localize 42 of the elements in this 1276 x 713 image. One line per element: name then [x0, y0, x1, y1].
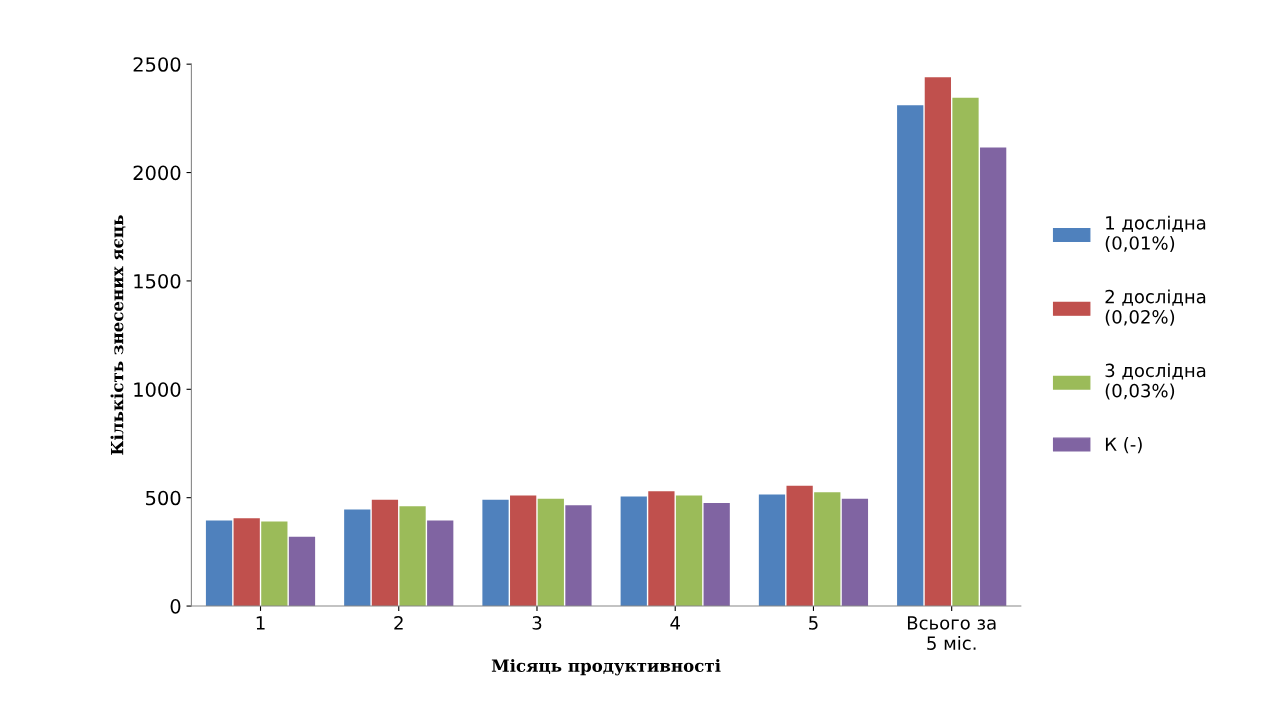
y-tick-label: 2500: [133, 57, 181, 72]
bar: [952, 97, 979, 607]
bar: [980, 147, 1007, 607]
bar: [565, 505, 592, 607]
bar: [399, 506, 426, 607]
x-tick-label: 1: [256, 616, 265, 630]
bar: [288, 536, 316, 607]
y-tick-label: 2000: [133, 165, 181, 181]
x-axis-title: Місяць продуктивності: [491, 659, 721, 676]
bar: [482, 499, 509, 607]
bar: [537, 498, 564, 607]
x-tick-label: Всього за 5 міс.: [907, 616, 996, 650]
y-axis-title: Кількість знесених яєць: [110, 215, 126, 455]
bar: [427, 520, 454, 607]
bar: [924, 77, 951, 607]
x-tick-label: 4: [670, 616, 680, 630]
y-tick-label: 500: [146, 490, 181, 506]
bar: [371, 499, 399, 607]
y-tick-label: 1000: [134, 382, 181, 397]
bar: [675, 495, 703, 607]
bar: [344, 509, 371, 607]
bar: [620, 496, 647, 607]
y-tick-label: 1500: [134, 273, 181, 289]
legend-label: 3 дослідна (0,03%): [1105, 363, 1206, 400]
bar: [758, 494, 786, 607]
legend-label: 2 дослідна (0,02%): [1105, 289, 1206, 326]
legend-label: К (-): [1105, 437, 1142, 454]
bar: [233, 518, 260, 607]
bar: [897, 105, 924, 607]
bar: [261, 521, 288, 607]
x-tick-label: 5: [809, 616, 818, 630]
bar: [648, 491, 675, 607]
x-tick-label: 2: [394, 616, 403, 630]
bar: [814, 492, 841, 607]
bar: [841, 498, 869, 607]
bar: [510, 495, 537, 607]
legend-label: 1 дослідна (0,01%): [1105, 215, 1206, 252]
bar: [703, 503, 730, 607]
x-tick-label: 3: [532, 616, 542, 630]
y-tick-label: 0: [170, 599, 181, 614]
bar: [786, 485, 813, 607]
bar: [205, 520, 233, 607]
